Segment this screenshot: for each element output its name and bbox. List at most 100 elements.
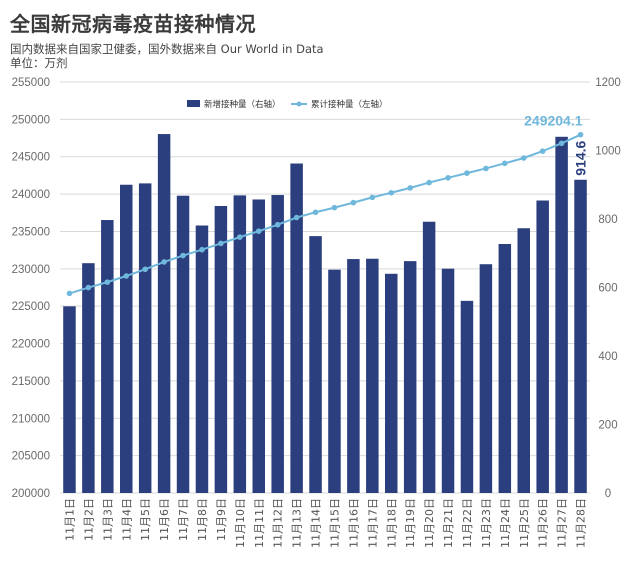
bar xyxy=(441,268,455,493)
line-point xyxy=(237,234,243,240)
cumulative-line xyxy=(69,133,581,295)
right-axis-tick: 400 xyxy=(598,351,617,363)
right-axis-tick: 1000 xyxy=(595,146,621,158)
chart-title: 全国新冠病毒疫苗接种情况 xyxy=(10,12,256,36)
bar xyxy=(309,236,322,493)
line-point xyxy=(388,189,395,196)
x-axis-label: 11月7日 xyxy=(177,498,190,541)
line-point xyxy=(293,214,300,221)
left-axis-tick: 225000 xyxy=(12,301,50,313)
bar xyxy=(574,179,587,493)
line-point xyxy=(312,209,319,216)
right-axis-tick: 1200 xyxy=(595,77,621,89)
bar xyxy=(82,263,95,493)
bar xyxy=(347,259,360,493)
line-series xyxy=(66,131,584,297)
left-axis-tick: 250000 xyxy=(12,114,50,126)
bar xyxy=(290,163,303,493)
line-point xyxy=(199,246,205,253)
line-point xyxy=(274,221,281,228)
left-axis-tick: 205000 xyxy=(12,451,50,463)
line-point xyxy=(331,204,338,211)
bar xyxy=(271,195,284,493)
bar xyxy=(555,136,568,494)
line-point xyxy=(255,228,262,234)
left-axis-tick: 245000 xyxy=(12,152,50,164)
x-axis-label: 11月14日 xyxy=(310,498,323,548)
line-point xyxy=(483,165,489,172)
left-axis-tick: 255000 xyxy=(12,77,50,89)
line-point xyxy=(142,266,148,273)
line-point xyxy=(558,140,565,147)
bar-last-value-label: 914.6 xyxy=(573,141,589,176)
bar xyxy=(120,184,133,493)
x-axis-label: 11月1日 xyxy=(63,498,76,541)
x-axis-label: 11月5日 xyxy=(139,498,152,541)
x-axis-label: 11月2日 xyxy=(82,498,95,541)
line-point xyxy=(123,273,130,279)
x-axis-label: 11月27日 xyxy=(556,498,569,548)
bar xyxy=(233,195,247,493)
right-axis-tick: 800 xyxy=(598,214,617,226)
bar xyxy=(403,261,417,493)
line-point xyxy=(407,185,413,191)
line-point xyxy=(539,148,546,154)
bar xyxy=(479,264,493,493)
x-axis-label: 11月22日 xyxy=(461,498,474,548)
line-point xyxy=(464,170,470,176)
bar xyxy=(157,134,171,493)
line-point xyxy=(218,240,224,247)
chart-unit: 单位：万剂 xyxy=(10,56,68,70)
x-axis-label: 11月15日 xyxy=(328,498,341,548)
bar xyxy=(138,183,152,493)
x-axis-label: 11月20日 xyxy=(423,498,436,548)
left-axis-tick: 240000 xyxy=(12,189,50,201)
bar xyxy=(422,221,436,494)
x-axis-label: 11月18日 xyxy=(385,498,398,548)
bar xyxy=(328,269,341,493)
line-point xyxy=(104,279,111,285)
x-axis-label: 11月28日 xyxy=(575,498,588,548)
x-axis-label: 11月21日 xyxy=(442,498,455,548)
line-point xyxy=(66,290,73,297)
x-axis-label: 11月23日 xyxy=(480,498,493,548)
x-axis-label: 11月17日 xyxy=(366,498,379,548)
line-point xyxy=(85,284,92,291)
bar xyxy=(252,199,265,494)
x-axis-label: 11月12日 xyxy=(272,498,285,548)
x-axis-label: 11月26日 xyxy=(537,498,550,548)
line-point xyxy=(350,199,357,206)
x-axis-label: 11月3日 xyxy=(101,498,114,541)
bar xyxy=(63,306,76,493)
line-point xyxy=(577,131,584,138)
right-axis-tick: 600 xyxy=(598,283,617,295)
bar-series xyxy=(63,134,587,494)
legend-bar-swatch xyxy=(187,100,200,107)
left-axis-tick: 210000 xyxy=(12,413,50,425)
legend-line-marker xyxy=(296,101,302,107)
legend-bar-label: 新增接种量（右轴） xyxy=(204,99,281,110)
x-axis-label: 11月10日 xyxy=(234,498,247,548)
left-axis-tick: 215000 xyxy=(12,376,50,388)
x-axis-label: 11月11日 xyxy=(253,498,266,548)
x-axis-labels: 11月1日 11月2日 11月3日 11月4日 11月5日 11月6日 11月7日 11月8日… xyxy=(63,498,587,548)
legend: 新增接种量（右轴） 累计接种量（左轴） xyxy=(187,99,388,110)
bar xyxy=(536,200,549,493)
right-axis-ticks: 0 200 400 600 800 1000 1200 xyxy=(595,77,621,500)
x-axis-label: 11月24日 xyxy=(499,498,512,548)
left-axis-tick: 230000 xyxy=(12,264,50,276)
bar xyxy=(101,220,114,493)
bar xyxy=(517,228,530,493)
line-point xyxy=(180,252,186,259)
x-axis-label: 11月16日 xyxy=(347,498,360,548)
x-axis-label: 11月4日 xyxy=(120,498,133,541)
left-axis-ticks: 200000 205000 210000 215000 220000 225000 2300… xyxy=(12,77,50,500)
line-point xyxy=(502,160,508,167)
chart-subtitle: 国内数据来自国家卫健委，国外数据来自 Our World in Data xyxy=(10,42,324,56)
bar xyxy=(498,244,512,493)
bar xyxy=(195,225,209,493)
bar xyxy=(385,273,398,493)
annotations: 249204.1 914.6 xyxy=(524,113,588,176)
x-axis-label: 11月6日 xyxy=(158,498,171,541)
